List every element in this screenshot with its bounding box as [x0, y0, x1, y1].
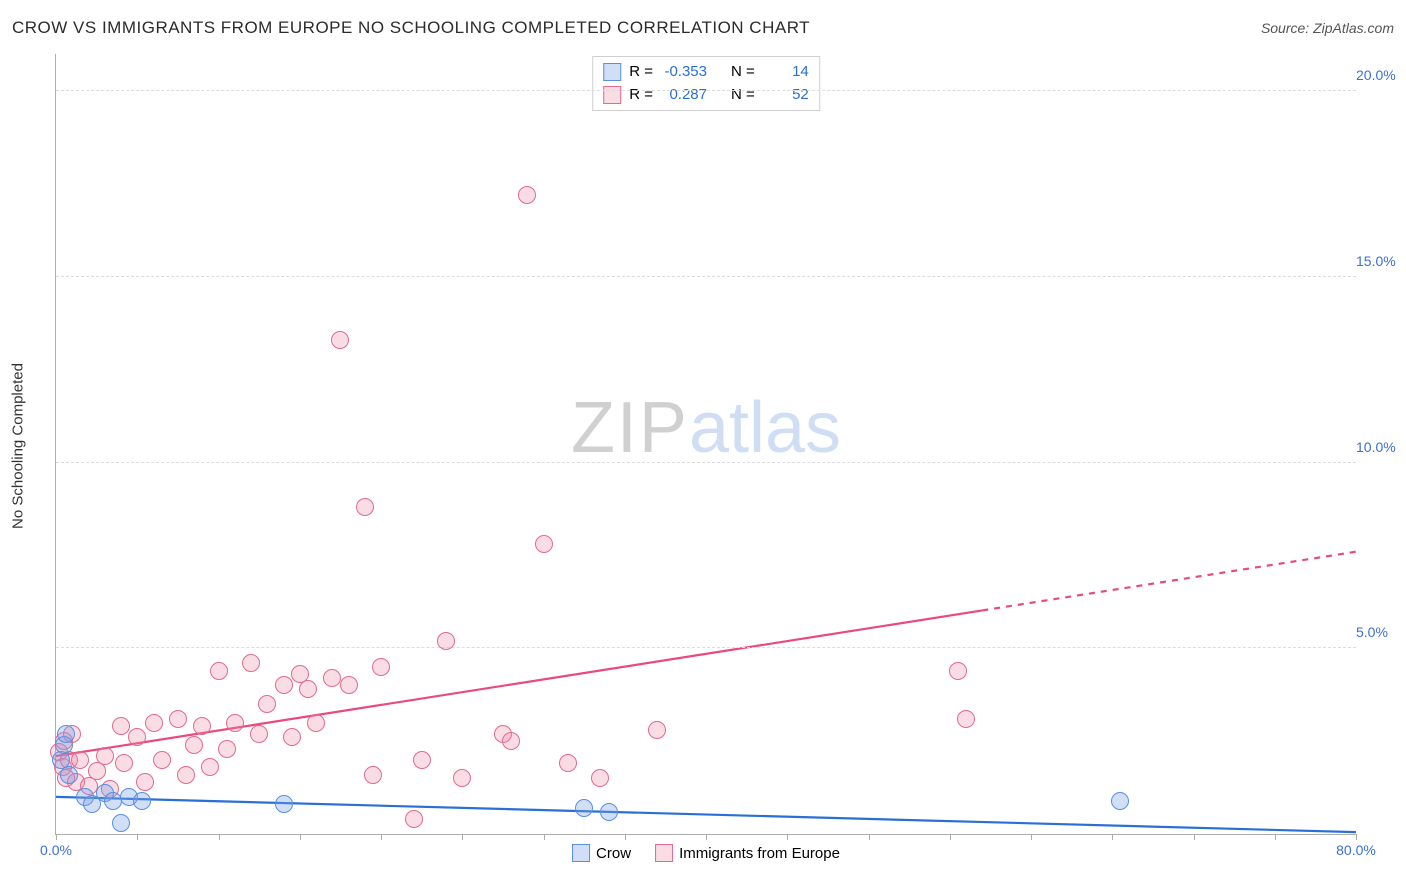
point-europe — [283, 728, 301, 746]
x-tick — [1112, 834, 1113, 840]
point-europe — [242, 654, 260, 672]
point-europe — [405, 810, 423, 828]
swatch-crow-icon — [572, 844, 590, 862]
legend-item-crow: Crow — [572, 844, 631, 862]
point-europe — [210, 662, 228, 680]
trend-lines — [56, 54, 1356, 834]
x-tick — [137, 834, 138, 840]
point-europe — [112, 717, 130, 735]
y-tick-label: 15.0% — [1350, 253, 1406, 269]
swatch-europe — [603, 86, 621, 104]
point-europe — [331, 331, 349, 349]
point-europe — [169, 710, 187, 728]
x-tick — [381, 834, 382, 840]
x-tick — [56, 834, 57, 840]
point-crow — [60, 766, 78, 784]
point-europe — [437, 632, 455, 650]
x-tick — [1194, 834, 1195, 840]
point-europe — [185, 736, 203, 754]
point-europe — [71, 751, 89, 769]
watermark: ZIPatlas — [571, 387, 841, 469]
point-europe — [193, 717, 211, 735]
swatch-europe-icon — [655, 844, 673, 862]
source-attribution: Source: ZipAtlas.com — [1261, 20, 1394, 36]
legend-label-crow: Crow — [596, 845, 631, 862]
legend-row-europe: R = 0.287 N = 52 — [603, 84, 809, 107]
x-tick — [706, 834, 707, 840]
x-tick — [462, 834, 463, 840]
x-tick-label: 80.0% — [1336, 842, 1376, 858]
point-europe — [502, 732, 520, 750]
gridline — [56, 276, 1356, 277]
point-europe — [153, 751, 171, 769]
point-crow — [1111, 792, 1129, 810]
x-tick — [219, 834, 220, 840]
gridline — [56, 647, 1356, 648]
gridline — [56, 462, 1356, 463]
point-europe — [136, 773, 154, 791]
legend-row-crow: R = -0.353 N = 14 — [603, 61, 809, 84]
point-europe — [591, 769, 609, 787]
series-legend: Crow Immigrants from Europe — [572, 844, 840, 862]
point-crow — [600, 803, 618, 821]
correlation-legend: R = -0.353 N = 14 R = 0.287 N = 52 — [592, 56, 820, 111]
x-tick — [300, 834, 301, 840]
point-europe — [535, 535, 553, 553]
point-europe — [364, 766, 382, 784]
point-crow — [112, 814, 130, 832]
point-europe — [648, 721, 666, 739]
r-value-crow: -0.353 — [661, 61, 707, 84]
x-tick — [1275, 834, 1276, 840]
point-crow — [104, 792, 122, 810]
y-tick-label: 20.0% — [1350, 67, 1406, 83]
point-europe — [299, 680, 317, 698]
legend-label-europe: Immigrants from Europe — [679, 845, 840, 862]
n-value-europe: 52 — [763, 84, 809, 107]
point-europe — [275, 676, 293, 694]
scatter-plot: ZIPatlas R = -0.353 N = 14 R = 0.287 N =… — [55, 54, 1356, 835]
point-europe — [356, 498, 374, 516]
point-europe — [226, 714, 244, 732]
point-europe — [559, 754, 577, 772]
point-europe — [177, 766, 195, 784]
y-tick-label: 5.0% — [1350, 624, 1406, 640]
point-crow — [275, 795, 293, 813]
legend-item-europe: Immigrants from Europe — [655, 844, 840, 862]
point-europe — [250, 725, 268, 743]
point-europe — [201, 758, 219, 776]
y-axis-title: No Schooling Completed — [10, 363, 27, 529]
x-tick — [544, 834, 545, 840]
point-europe — [218, 740, 236, 758]
point-europe — [115, 754, 133, 772]
point-europe — [957, 710, 975, 728]
point-europe — [145, 714, 163, 732]
point-crow — [57, 725, 75, 743]
point-europe — [413, 751, 431, 769]
r-value-europe: 0.287 — [661, 84, 707, 107]
x-tick — [1031, 834, 1032, 840]
x-tick — [950, 834, 951, 840]
point-crow — [133, 792, 151, 810]
point-europe — [258, 695, 276, 713]
swatch-crow — [603, 63, 621, 81]
point-europe — [372, 658, 390, 676]
chart-title: CROW VS IMMIGRANTS FROM EUROPE NO SCHOOL… — [12, 18, 810, 38]
point-europe — [949, 662, 967, 680]
point-europe — [128, 728, 146, 746]
point-europe — [307, 714, 325, 732]
x-tick-label: 0.0% — [40, 842, 72, 858]
point-europe — [96, 747, 114, 765]
point-europe — [340, 676, 358, 694]
point-crow — [575, 799, 593, 817]
x-tick — [869, 834, 870, 840]
point-europe — [518, 186, 536, 204]
gridline — [56, 90, 1356, 91]
n-value-crow: 14 — [763, 61, 809, 84]
point-europe — [453, 769, 471, 787]
x-tick — [787, 834, 788, 840]
y-tick-label: 10.0% — [1350, 439, 1406, 455]
x-tick — [1356, 834, 1357, 840]
x-tick — [625, 834, 626, 840]
